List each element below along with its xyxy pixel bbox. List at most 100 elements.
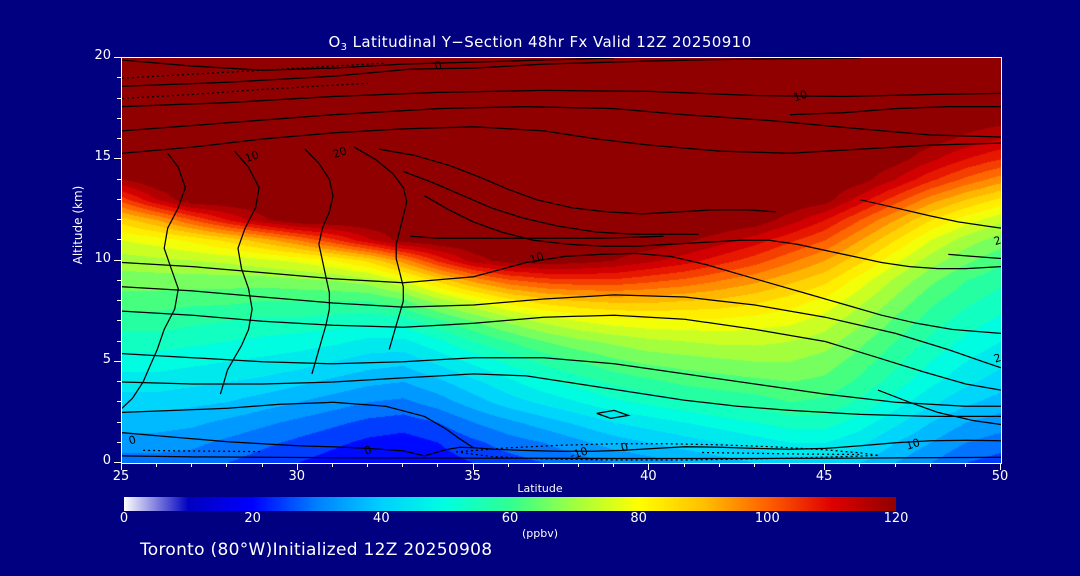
chart-title-subscript: 3 (340, 42, 348, 53)
contour-label-20: 20 (992, 231, 1001, 248)
y-minor-tick (117, 178, 121, 180)
contour-label-0: 0 (433, 58, 444, 73)
x-tick-label-45: 45 (815, 469, 833, 484)
contour-line (378, 148, 777, 215)
contour-label-neg10: -10 (568, 444, 589, 462)
contour-line (122, 58, 861, 87)
y-minor-tick (117, 340, 121, 342)
x-tick-mark (472, 463, 474, 470)
contour-line (122, 286, 1001, 369)
contour-label-10: 10 (528, 250, 545, 267)
contour-label-10: 10 (904, 436, 921, 453)
contour-line (304, 148, 334, 375)
x-tick-mark (296, 463, 298, 470)
contour-line (860, 199, 1001, 229)
x-minor-tick (191, 463, 193, 467)
x-tick-label-25: 25 (112, 469, 130, 484)
y-tick-label-15: 15 (94, 149, 111, 165)
y-tick-label-0: 0 (102, 453, 111, 468)
chart-title-species: O (328, 33, 341, 51)
x-minor-tick (789, 463, 791, 467)
contour-line (122, 152, 186, 409)
contour-line (473, 439, 1001, 452)
y-minor-tick (117, 320, 121, 322)
x-tick-label-50: 50 (991, 469, 1009, 484)
colorbar-tick-40: 40 (373, 511, 390, 526)
contour-label-20: 20 (331, 144, 348, 161)
contour-line-negative (143, 449, 263, 453)
contour-line (877, 389, 1001, 426)
y-minor-tick (117, 117, 121, 119)
y-minor-tick (117, 239, 121, 241)
x-minor-tick (578, 463, 580, 467)
x-tick-mark (1000, 463, 1001, 470)
contour-line-negative (702, 451, 861, 456)
contour-line-negative (122, 82, 369, 100)
contour-label-20: 20 (992, 349, 1001, 366)
y-tick-mark (114, 57, 121, 58)
contour-label-0: 0 (127, 433, 138, 448)
contour-line (410, 235, 664, 239)
y-tick-mark (114, 462, 121, 463)
y-minor-tick (117, 77, 121, 79)
colorbar-tick-100: 100 (754, 511, 780, 526)
contour-line (596, 409, 631, 420)
chart-title: O3 Latitudinal Y−Section 48hr Fx Valid 1… (0, 33, 1080, 53)
x-minor-tick (718, 463, 720, 467)
y-minor-tick (117, 421, 121, 423)
contour-label-10: 10 (792, 88, 809, 105)
colorbar-tick-0: 0 (119, 511, 129, 526)
x-axis-label: Latitude (517, 482, 563, 495)
contour-line (635, 239, 1001, 270)
colorbar: 0 20 40 60 80 100 120 (120, 497, 908, 526)
contour-line (122, 58, 615, 71)
colorbar-gradient (124, 497, 896, 511)
x-minor-tick (331, 463, 333, 467)
colorbar-tick-80: 80 (630, 511, 647, 526)
y-minor-tick (117, 279, 121, 281)
contour-line (122, 105, 1001, 138)
x-tick-label-40: 40 (640, 469, 657, 484)
x-minor-tick (929, 463, 931, 467)
y-minor-tick (117, 401, 121, 403)
plot-area: 0 10 10 20 20 10 20 0 0 -10 0 10 (121, 57, 1002, 464)
y-minor-tick (117, 300, 121, 301)
y-minor-tick (117, 381, 121, 382)
contour-line (789, 105, 1001, 116)
x-minor-tick (437, 463, 439, 467)
x-minor-tick (753, 463, 755, 467)
x-minor-tick (402, 463, 404, 467)
contour-line (948, 253, 1001, 260)
x-minor-tick (964, 463, 966, 467)
y-tick-label-20: 20 (94, 48, 111, 63)
contour-label-10: 10 (243, 148, 260, 165)
y-tick-label-5: 5 (102, 351, 111, 367)
y-minor-tick (117, 441, 121, 443)
contour-line (219, 150, 260, 395)
contour-line (122, 455, 1001, 460)
contour-line (122, 310, 1001, 391)
x-minor-tick (613, 463, 615, 467)
colorbar-tick-60: 60 (501, 511, 519, 526)
contour-line (353, 146, 408, 350)
colorbar-units-label: (ppbv) (521, 527, 559, 540)
colorbar-tick-120: 120 (883, 511, 909, 526)
y-tick-label-10: 10 (94, 250, 111, 266)
x-minor-tick (683, 463, 685, 467)
y-tick-mark (114, 259, 121, 261)
y-tick-mark (114, 158, 121, 160)
x-minor-tick (226, 463, 228, 467)
contour-line (122, 89, 1001, 108)
contour-line (122, 373, 1001, 418)
contour-line (122, 126, 1001, 154)
contour-line (403, 170, 699, 235)
x-tick-label-35: 35 (464, 469, 481, 484)
y-minor-tick (117, 138, 121, 139)
y-minor-tick (117, 219, 121, 220)
x-tick-mark (648, 463, 650, 470)
y-tick-mark (114, 360, 121, 362)
ozone-heatmap-canvas (122, 58, 1001, 463)
contour-line (424, 195, 636, 247)
contour-overlay: 0 10 10 20 20 10 20 0 0 -10 0 10 (122, 58, 1001, 462)
